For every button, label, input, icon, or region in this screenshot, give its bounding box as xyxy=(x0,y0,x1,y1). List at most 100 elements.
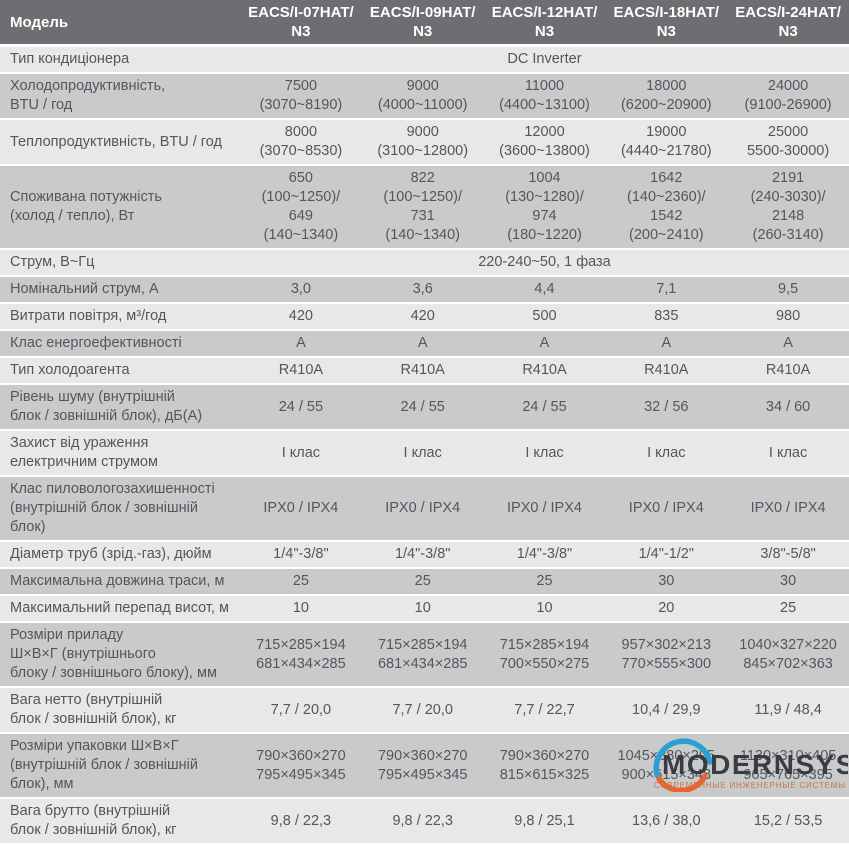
row-value-cell: 24 / 55 xyxy=(278,398,324,415)
row-value-cell: 9000 (4000~11000) xyxy=(377,78,468,113)
row-value-cell: 30 xyxy=(780,573,797,589)
row-value-cell: 835 xyxy=(654,308,679,324)
row-value-cell: R410A xyxy=(278,362,324,378)
row-label: Теплопродуктивність, BTU / год xyxy=(10,133,222,150)
row-label: Холодопродуктивність, BTU / год xyxy=(10,78,166,113)
row-value-cell: 9,8 / 22,3 xyxy=(392,812,453,829)
row-value-cell: 9,8 / 25,1 xyxy=(514,812,575,829)
row-value-cell: 790×360×270 795×495×345 xyxy=(377,747,468,783)
row-label: Клас енергоефективності xyxy=(10,335,182,351)
row-value-cell: 420 xyxy=(410,308,435,324)
row-value-cell: 25 xyxy=(780,600,797,616)
table-row: Максимальний перепад висот, м 10 10 10 20 25 xyxy=(0,596,849,623)
row-value-cell: 4,4 xyxy=(534,281,555,297)
row-value-cell: 7500 (3070~8190) xyxy=(259,78,343,113)
row-value-cell: 13,6 / 38,0 xyxy=(632,812,701,829)
row-value-cell: IPX0 / IPX4 xyxy=(750,500,826,516)
row-label: Тип кондиціонера xyxy=(10,51,130,67)
row-value-cell: 715×285×194 681×434×285 xyxy=(256,636,346,672)
row-value-cell: 9000 (3100~12800) xyxy=(377,124,469,159)
row-value-cell: 10 xyxy=(536,600,553,616)
row-value-cell: 25000 5500-30000) xyxy=(746,124,830,159)
row-value-cell: 25 xyxy=(536,573,553,589)
row-value-cell: R410A xyxy=(644,362,689,378)
logo-circle-orange-arc xyxy=(656,773,708,794)
table-row: Витрати повітря, м³/год 420 420 500 835 980 xyxy=(0,304,849,331)
row-label: Клас пиловологозахишенності (внутрішній … xyxy=(10,481,215,535)
row-value-cell: 30 xyxy=(658,573,675,589)
row-label: Тип холодоагента xyxy=(10,362,130,378)
table-row: Захист від ураження електричним струмом I… xyxy=(0,431,849,477)
row-value-cell: 500 xyxy=(532,308,557,324)
table-row: Розміри приладу Ш×В×Г (внутрішнього блок… xyxy=(0,623,849,688)
row-value-cell: A xyxy=(661,335,672,351)
row-value-cell: 790×360×270 815×615×325 xyxy=(499,747,590,783)
row-label: Розміри приладу Ш×В×Г (внутрішнього блок… xyxy=(10,627,217,681)
table-row: Тип холодоагента R410A R410A R410A R410A R410… xyxy=(0,358,849,385)
row-value-cell: 1/4"-3/8" xyxy=(394,546,451,562)
row-label: Рівень шуму (внутрішній блок / зовнішній… xyxy=(10,389,203,424)
row-value-cell: 2191 (240-3030)/ 2148 (260-3140) xyxy=(750,170,826,243)
row-value-cell: 1130×310×405 965×765×395 xyxy=(739,747,837,783)
row-value-cell: 1045×380×295 900×615×348 xyxy=(617,747,716,783)
table-row: Максимальна довжина траси, м 25 25 25 30 30 xyxy=(0,569,849,596)
logo-brand-text: MODERNSYS xyxy=(662,749,848,780)
table-row: Теплопродуктивність, BTU / год 8000 (3070… xyxy=(0,120,849,166)
table-row: Струм, В~Гц 220-240~50, 1 фаза xyxy=(0,250,849,277)
table-row: Клас пиловологозахишенності (внутрішній … xyxy=(0,477,849,542)
row-value-cell: 1004 (130~1280)/ 974 (180~1220) xyxy=(505,170,584,243)
row-value-cell: 24 / 55 xyxy=(522,398,567,415)
row-value-cell: 19000 (4440~21780) xyxy=(620,124,712,159)
row-value-cell: 25 xyxy=(414,573,431,589)
row-value-cell: 715×285×194 681×434×285 xyxy=(377,636,468,672)
row-value-cell: 10,4 / 29,9 xyxy=(632,701,701,718)
row-value-cell: I клас xyxy=(647,444,686,461)
table-row: Споживана потужність (холод / тепло), Вт… xyxy=(0,166,849,250)
row-value-cell: 7,7 / 20,0 xyxy=(270,701,332,718)
logo-circle-blue-arc xyxy=(653,738,713,778)
header-column-eacs-24: EACS/I-24HAT/ N3 xyxy=(735,4,841,40)
row-value-cell: IPX0 / IPX4 xyxy=(263,500,339,516)
header-column-eacs-18: EACS/I-18HAT/ N3 xyxy=(613,4,720,40)
table-row: Розміри упаковки Ш×В×Г (внутрішній блок … xyxy=(0,734,849,799)
row-value-cell: 24 / 55 xyxy=(400,398,445,415)
modernsys-watermark: MODERNSYS СОВРЕМЕННЫЕ ИНЖЕНЕРНЫЕ СИСТЕМЫ xyxy=(634,730,849,797)
row-label: Струм, В~Гц xyxy=(10,254,95,270)
row-value-cell: 34 / 60 xyxy=(765,398,811,415)
row-value-cell: 3,0 xyxy=(290,281,311,297)
row-value-cell: IPX0 / IPX4 xyxy=(628,500,704,516)
row-value-cell: 7,7 / 20,0 xyxy=(392,701,453,718)
header-column-eacs-12: EACS/I-12HAT/ N3 xyxy=(491,4,598,40)
row-value-cell: A xyxy=(539,335,550,351)
row-label: Номінальний струм, А xyxy=(10,281,159,297)
table-header-row: Модель EACS/I-07HAT/ N3 EACS/I-09HAT/ N3… xyxy=(0,0,849,47)
row-value-cell: 715×285×194 700×550×275 xyxy=(499,636,590,672)
row-label: Вага брутто (внутрішній блок / зовнішній… xyxy=(10,803,177,838)
table-row: Вага нетто (внутрішній блок / зовнішній … xyxy=(0,688,849,734)
row-value-cell: 11000 (4400~13100) xyxy=(499,78,590,113)
row-value-cell: 15,2 / 53,5 xyxy=(753,812,823,829)
row-value-cell: I клас xyxy=(768,444,808,461)
row-span-value: 220-240~50, 1 фаза xyxy=(478,254,611,270)
row-value-cell: 1/4"-1/2" xyxy=(638,546,694,562)
row-value-cell: 420 xyxy=(288,308,313,324)
row-span-value: DC Inverter xyxy=(507,51,582,67)
row-label: Захист від ураження електричним струмом xyxy=(10,435,158,470)
row-value-cell: IPX0 / IPX4 xyxy=(507,500,582,516)
row-value-cell: 7,7 / 22,7 xyxy=(514,701,575,718)
row-value-cell: R410A xyxy=(400,362,445,378)
table-row: Діаметр труб (зрід.-газ), дюйм 1/4"-3/8" 1… xyxy=(0,542,849,569)
row-value-cell: R410A xyxy=(522,362,567,378)
row-value-cell: I клас xyxy=(403,444,442,461)
row-label: Максимальна довжина траси, м xyxy=(10,573,225,589)
table-row: Холодопродуктивність, BTU / год 7500 (307… xyxy=(0,74,849,120)
row-label: Споживана потужність (холод / тепло), Вт xyxy=(10,189,162,224)
row-value-cell: 1642 (140~2360)/ 1542 (200~2410) xyxy=(626,170,706,243)
table-row: Вага брутто (внутрішній блок / зовнішній… xyxy=(0,799,849,845)
table-row: Клас енергоефективності A A A A A xyxy=(0,331,849,358)
row-value-cell: 20 xyxy=(658,600,675,616)
row-value-cell: 18000 (6200~20900) xyxy=(620,78,712,113)
row-value-cell: 1040×327×220 845×702×363 xyxy=(739,636,837,672)
row-label: Діаметр труб (зрід.-газ), дюйм xyxy=(10,546,212,562)
